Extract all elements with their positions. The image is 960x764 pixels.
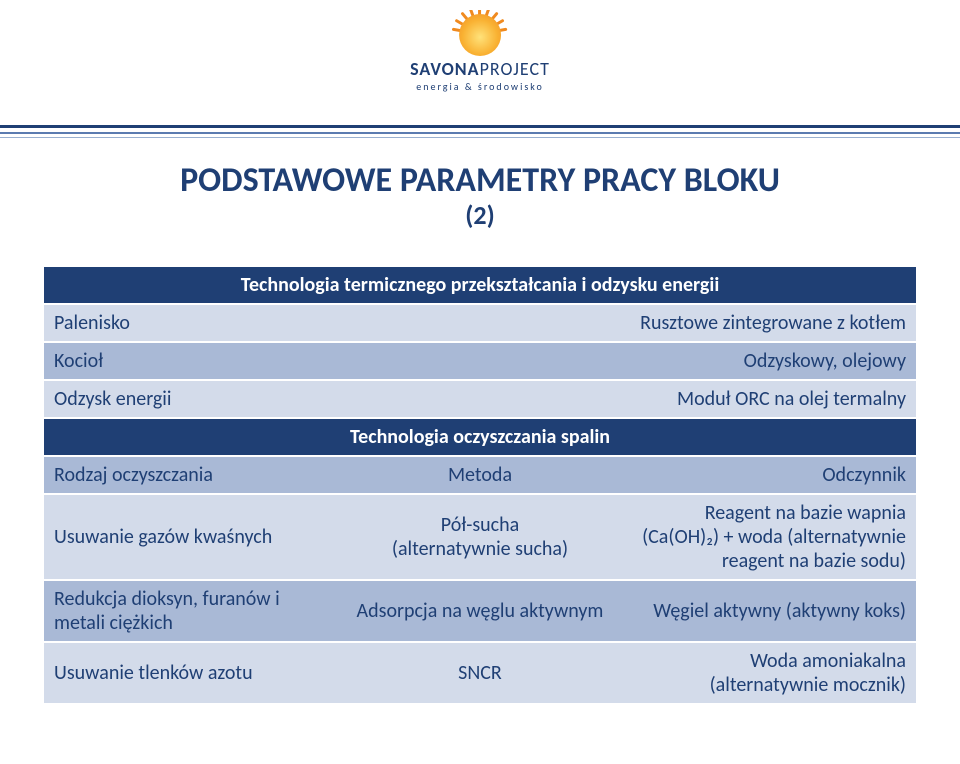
table-row: Odzysk energii Moduł ORC na olej termaln… bbox=[44, 380, 916, 418]
param-value: Odzyskowy, olejowy bbox=[480, 342, 916, 380]
parameters-table: Technologia termicznego przekształcania … bbox=[44, 265, 916, 705]
cell: SNCR bbox=[335, 642, 626, 704]
slide-title-sub: (2) bbox=[44, 199, 916, 231]
cell: Redukcja dioksyn, furanów i metali ciężk… bbox=[44, 580, 335, 642]
col-header: Rodzaj oczyszczania bbox=[44, 456, 335, 494]
table-row: Usuwanie tlenków azotu SNCR Woda amoniak… bbox=[44, 642, 916, 704]
cell: Adsorpcja na węglu aktywnym bbox=[335, 580, 626, 642]
table-row: Rodzaj oczyszczania Metoda Odczynnik bbox=[44, 456, 916, 494]
logo-brand-thin: PROJECT bbox=[480, 58, 550, 80]
logo: SAVONAPROJECT energia & środowisko bbox=[410, 10, 550, 93]
table-row: Kocioł Odzyskowy, olejowy bbox=[44, 342, 916, 380]
section-header-row: Technologia termicznego przekształcania … bbox=[44, 266, 916, 304]
table-row: Redukcja dioksyn, furanów i metali ciężk… bbox=[44, 580, 916, 642]
section-header: Technologia termicznego przekształcania … bbox=[44, 266, 916, 304]
col-header: Odczynnik bbox=[625, 456, 916, 494]
cell: Reagent na bazie wapnia (Ca(OH)₂) + woda… bbox=[625, 494, 916, 580]
param-value: Moduł ORC na olej termalny bbox=[480, 380, 916, 418]
section-header-row: Technologia oczyszczania spalin bbox=[44, 418, 916, 456]
header-rule bbox=[0, 132, 960, 134]
header-rule bbox=[0, 125, 960, 128]
logo-brand: SAVONAPROJECT bbox=[410, 58, 550, 80]
slide-title: PODSTAWOWE PARAMETRY PRACY BLOKU bbox=[44, 162, 916, 199]
param-name: Kocioł bbox=[44, 342, 480, 380]
table-row: Usuwanie gazów kwaśnych Pół-sucha (alter… bbox=[44, 494, 916, 580]
header-rule bbox=[0, 137, 960, 138]
table-row: Palenisko Rusztowe zintegrowane z kotłem bbox=[44, 304, 916, 342]
logo-brand-bold: SAVONA bbox=[410, 58, 480, 80]
col-header: Metoda bbox=[335, 456, 626, 494]
cell: Usuwanie gazów kwaśnych bbox=[44, 494, 335, 580]
cell: Węgiel aktywny (aktywny koks) bbox=[625, 580, 916, 642]
cell: Usuwanie tlenków azotu bbox=[44, 642, 335, 704]
logo-sun-icon bbox=[435, 10, 525, 56]
section-header: Technologia oczyszczania spalin bbox=[44, 418, 916, 456]
param-name: Palenisko bbox=[44, 304, 480, 342]
cell: Pół-sucha (alternatywnie sucha) bbox=[335, 494, 626, 580]
param-name: Odzysk energii bbox=[44, 380, 480, 418]
slide-content: PODSTAWOWE PARAMETRY PRACY BLOKU (2) Tec… bbox=[0, 140, 960, 705]
slide-header: SAVONAPROJECT energia & środowisko bbox=[0, 0, 960, 140]
logo-tagline: energia & środowisko bbox=[410, 80, 550, 93]
cell: Woda amoniakalna (alternatywnie mocznik) bbox=[625, 642, 916, 704]
param-value: Rusztowe zintegrowane z kotłem bbox=[480, 304, 916, 342]
